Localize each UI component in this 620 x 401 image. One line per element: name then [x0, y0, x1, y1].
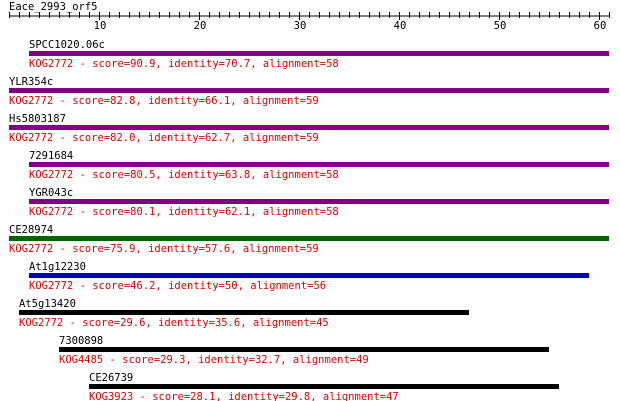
hit-name[interactable]: SPCC1020.06c: [29, 39, 105, 51]
hit-name[interactable]: Hs5803187: [9, 113, 66, 125]
hit-row[interactable]: CE28974 KOG2772 - score=75.9, identity=57…: [9, 224, 609, 255]
hit-alignment-bar[interactable]: [29, 199, 609, 204]
hit-row[interactable]: YLR354c KOG2772 - score=82.8, identity=66…: [9, 76, 609, 107]
hit-row[interactable]: At5g13420 KOG2772 - score=29.6, identity=…: [19, 298, 469, 329]
hit-alignment-bar[interactable]: [9, 236, 609, 241]
hit-description[interactable]: KOG2772 - score=90.9, identity=70.7, ali…: [29, 58, 339, 70]
hit-row[interactable]: 7300898 KOG4485 - score=29.3, identity=32…: [59, 335, 549, 366]
hit-description[interactable]: KOG2772 - score=82.8, identity=66.1, ali…: [9, 95, 319, 107]
hit-name[interactable]: At1g12230: [29, 261, 86, 273]
hit-name[interactable]: 7300898: [59, 335, 103, 347]
hit-alignment-bar[interactable]: [29, 162, 609, 167]
hit-description[interactable]: KOG2772 - score=80.5, identity=63.8, ali…: [29, 169, 339, 181]
hit-name[interactable]: At5g13420: [19, 298, 76, 310]
hit-alignment-bar[interactable]: [29, 51, 609, 56]
tick-label: 30: [294, 20, 307, 32]
tick-label: 20: [194, 20, 207, 32]
hit-list: SPCC1020.06c KOG2772 - score=90.9, identi…: [9, 39, 609, 401]
query-title: Eace_2993_orf5: [9, 1, 98, 13]
hit-description[interactable]: KOG2772 - score=29.6, identity=35.6, ali…: [19, 317, 329, 329]
hit-name[interactable]: 7291684: [29, 150, 73, 162]
hit-description[interactable]: KOG2772 - score=82.0, identity=62.7, ali…: [9, 132, 319, 144]
hit-row[interactable]: YGR043c KOG2772 - score=80.1, identity=62…: [29, 187, 609, 218]
hit-row[interactable]: Hs5803187 KOG2772 - score=82.0, identity=…: [9, 113, 609, 144]
hit-name[interactable]: CE28974: [9, 224, 53, 236]
hit-description[interactable]: KOG4485 - score=29.3, identity=32.7, ali…: [59, 354, 369, 366]
hit-alignment-bar[interactable]: [29, 273, 589, 278]
hit-alignment-bar[interactable]: [9, 88, 609, 93]
query-axis: 10 20 30 40 50 60: [9, 12, 610, 32]
hit-alignment-bar[interactable]: [9, 125, 609, 130]
hit-row[interactable]: CE26739 KOG3923 - score=28.1, identity=29…: [89, 372, 559, 401]
hit-description[interactable]: KOG2772 - score=80.1, identity=62.1, ali…: [29, 206, 339, 218]
hit-alignment-bar[interactable]: [89, 384, 559, 389]
tick-label: 60: [594, 20, 607, 32]
tick-label: 40: [394, 20, 407, 32]
hit-description[interactable]: KOG2772 - score=75.9, identity=57.6, ali…: [9, 243, 319, 255]
hit-row[interactable]: At1g12230 KOG2772 - score=46.2, identity=…: [29, 261, 589, 292]
hit-description[interactable]: KOG2772 - score=46.2, identity=50, align…: [29, 280, 326, 292]
hit-name[interactable]: YLR354c: [9, 76, 53, 88]
hit-alignment-bar[interactable]: [59, 347, 549, 352]
hit-row[interactable]: SPCC1020.06c KOG2772 - score=90.9, identi…: [29, 39, 609, 70]
hit-name[interactable]: CE26739: [89, 372, 133, 384]
hit-description[interactable]: KOG3923 - score=28.1, identity=29.8, ali…: [89, 391, 399, 401]
tick-label: 10: [94, 20, 107, 32]
hit-row[interactable]: 7291684 KOG2772 - score=80.5, identity=63…: [29, 150, 609, 181]
tick-label: 50: [494, 20, 507, 32]
hit-alignment-bar[interactable]: [19, 310, 469, 315]
hit-name[interactable]: YGR043c: [29, 187, 73, 199]
